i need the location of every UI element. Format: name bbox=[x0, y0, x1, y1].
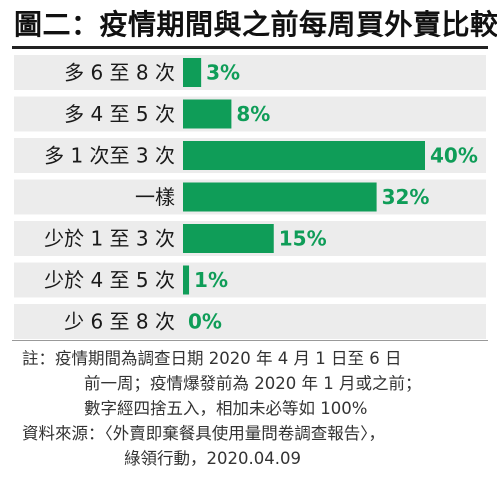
note-line-2: 前一周；疫情爆發前為 2020 年 1 月或之前； bbox=[84, 374, 422, 393]
bar bbox=[183, 58, 202, 87]
chart-notes: 註：疫情期間為調查日期 2020 年 4 月 1 日至 6 日 前一周；疫情爆發… bbox=[22, 346, 492, 471]
value-label: 40% bbox=[430, 144, 478, 168]
bar bbox=[183, 265, 190, 295]
note-line-3: 數字經四捨五入，相加未必等如 100% bbox=[84, 399, 368, 418]
bar bbox=[183, 141, 425, 170]
category-label: 少 6 至 8 次 bbox=[64, 310, 175, 334]
bar bbox=[183, 224, 274, 253]
category-label: 多 6 至 8 次 bbox=[64, 61, 175, 85]
category-label: 少於 4 至 5 次 bbox=[44, 268, 175, 292]
bar bbox=[183, 99, 232, 129]
notes-divider bbox=[12, 340, 488, 341]
category-label: 多 4 至 5 次 bbox=[64, 102, 175, 126]
bar bbox=[183, 182, 377, 212]
row-band bbox=[14, 304, 486, 339]
value-label: 3% bbox=[206, 61, 240, 85]
chart-title: 圖二：疫情期間與之前每周買外賣比較 bbox=[14, 8, 497, 41]
value-label: 15% bbox=[279, 227, 327, 251]
category-label: 多 1 次至 3 次 bbox=[44, 144, 175, 168]
category-label: 少於 1 至 3 次 bbox=[44, 227, 175, 251]
source-line-1: 資料來源：〈外賣即棄餐具使用量問卷調查報告〉， bbox=[22, 424, 385, 443]
title-rule bbox=[12, 46, 488, 49]
value-label: 8% bbox=[236, 102, 270, 126]
source-line-2: 綠領行動，2020.04.09 bbox=[124, 449, 301, 468]
category-label: 一樣 bbox=[135, 185, 175, 209]
row-band bbox=[14, 96, 486, 132]
value-label: 0% bbox=[188, 310, 222, 334]
row-band bbox=[14, 55, 486, 90]
bar-chart: 多 6 至 8 次 3% 多 4 至 5 次 8% 多 1 次至 3 次 40% 一樣 32%… bbox=[14, 55, 486, 339]
row-band bbox=[14, 262, 486, 298]
value-label: 1% bbox=[194, 268, 228, 292]
value-label: 32% bbox=[382, 185, 430, 209]
note-line-1: 註：疫情期間為調查日期 2020 年 4 月 1 日至 6 日 bbox=[22, 349, 402, 368]
